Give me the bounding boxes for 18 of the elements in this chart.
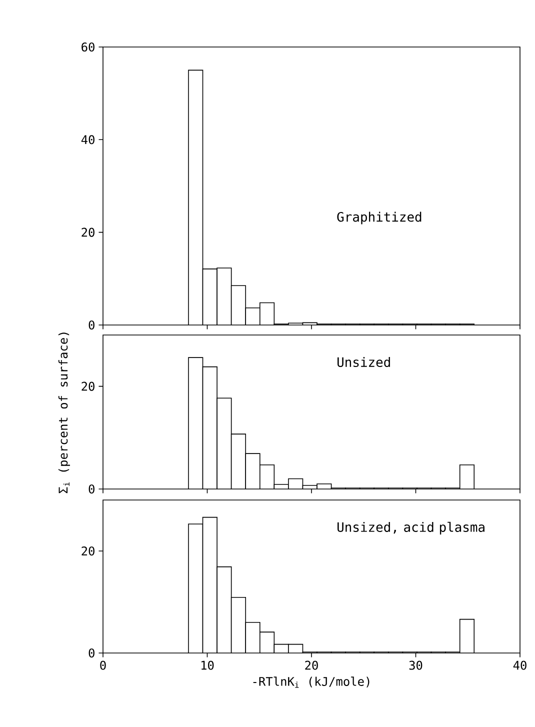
annotation: Unsized, acid plasma [338,522,484,534]
x-tick-label: 0 [100,660,106,670]
y-tick-label: 0 [88,484,94,494]
y-tick-label: 0 [88,320,94,330]
y-tick-label: 20 [82,382,94,391]
annotation: Graphitized [337,212,422,224]
x-tick-label: 10 [201,660,214,670]
y-tick-label: 20 [82,546,94,556]
text: Σ$_{i}$ (percent of surface) [58,332,70,494]
x-tick-label: 40 [513,660,526,670]
y-tick-label: 0 [88,648,94,658]
x-tick-label: 30 [409,660,422,670]
text: -RTlnK$_{i}$ (kJ/mole) [253,676,370,688]
y-tick-label: 40 [81,135,94,144]
annotation: Unsized [338,356,390,368]
y-tick-label: 20 [82,228,94,237]
x-tick-label: 20 [305,660,318,670]
y-tick-label: 60 [82,42,94,52]
